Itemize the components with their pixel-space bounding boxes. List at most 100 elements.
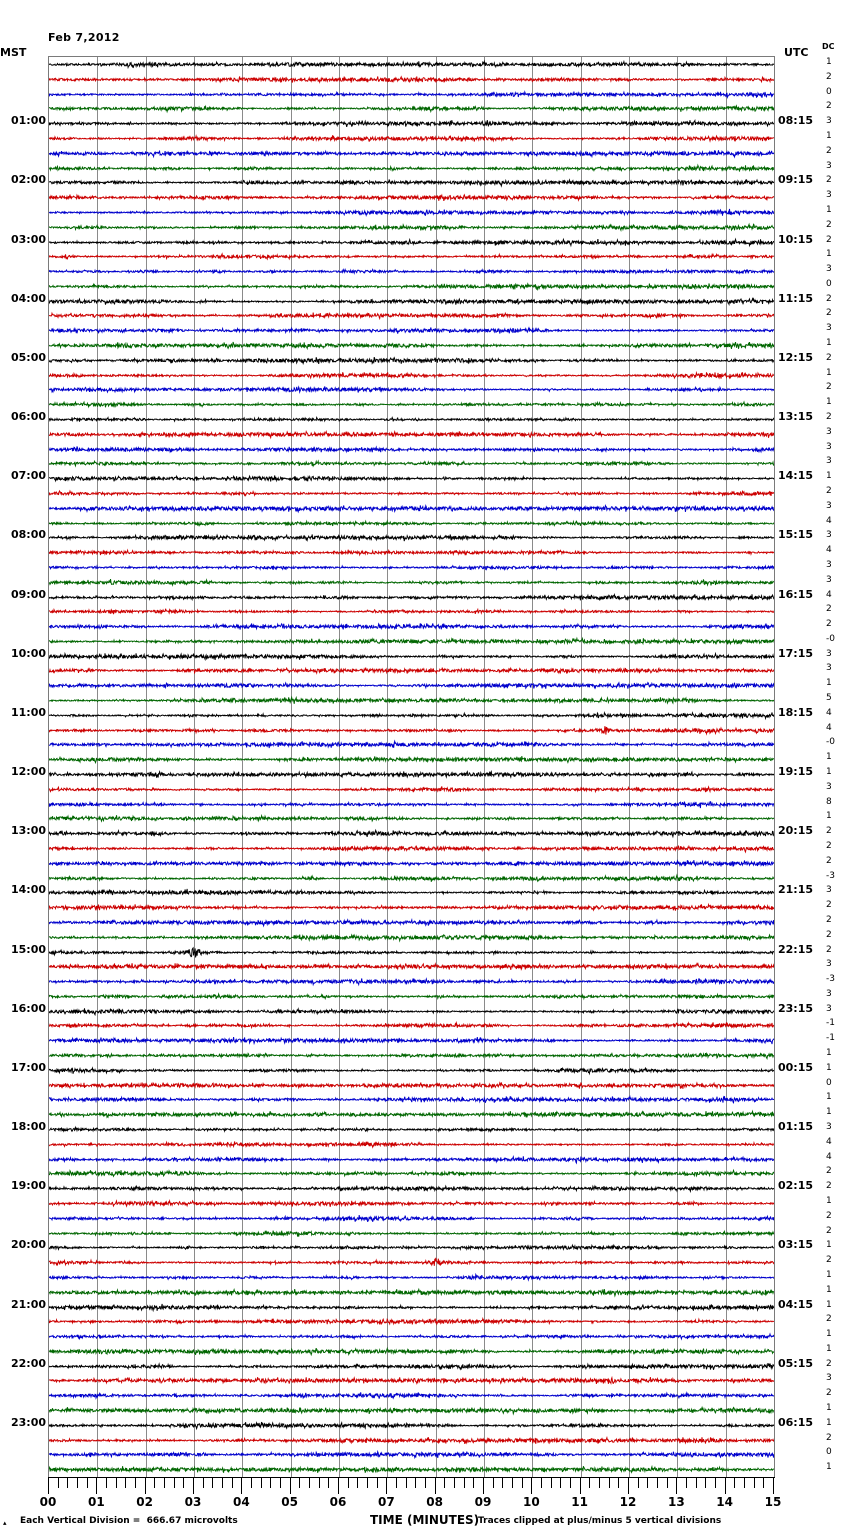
trace-row [49, 370, 774, 380]
trace-row [49, 149, 774, 159]
x-axis-minor-tick [231, 1478, 233, 1488]
dc-value: 2 [826, 1181, 832, 1192]
trace-row [49, 1391, 774, 1401]
x-axis-major-tick [338, 1478, 339, 1494]
trace-row [49, 1198, 774, 1208]
x-axis-minor-tick [328, 1478, 330, 1488]
trace-row [49, 208, 774, 217]
x-axis-minor-tick [106, 1478, 107, 1488]
x-axis-minor-tick [473, 1478, 475, 1488]
x-axis-minor-tick [173, 1478, 175, 1488]
trace-row [49, 1169, 774, 1179]
trace-row [49, 356, 774, 365]
x-axis-minor-tick [309, 1478, 310, 1488]
dc-value: 1 [826, 1048, 832, 1059]
trace-row [49, 104, 774, 114]
trace-row [49, 1021, 774, 1030]
mst-time-label: 10:00 [10, 646, 46, 660]
dc-value: -1 [826, 1018, 835, 1029]
axis-label-dc: DC [822, 42, 835, 51]
dc-value: 3 [826, 264, 832, 275]
dc-value: 4 [826, 1136, 832, 1147]
axis-label-mst: MST [0, 46, 27, 59]
grid-line-minute-11 [580, 57, 582, 1477]
dc-value: 1 [826, 397, 832, 408]
trace-row [49, 1420, 774, 1431]
trace-row [49, 75, 774, 84]
x-axis-baseline [48, 1477, 775, 1478]
x-axis-minor-tick [115, 1478, 117, 1488]
dc-value: 1 [826, 1343, 832, 1354]
trace-row [49, 1272, 774, 1282]
x-axis-minor-tick [550, 1478, 552, 1488]
x-axis-major-tick [483, 1478, 484, 1494]
utc-time-label: 11:15 [778, 291, 814, 305]
trace-row [49, 1465, 774, 1474]
x-axis-minor-tick [270, 1478, 272, 1488]
dc-value: 3 [826, 323, 832, 334]
dc-value: 2 [826, 826, 832, 837]
x-axis-minor-tick [202, 1478, 204, 1488]
mst-time-label: 11:00 [10, 705, 46, 719]
dc-value: 1 [826, 1299, 832, 1310]
trace-row [49, 163, 774, 172]
x-axis-major-tick [193, 1478, 194, 1494]
x-axis-minor-tick [570, 1478, 571, 1488]
x-axis-minor-tick [521, 1478, 523, 1488]
utc-time-label: 05:15 [778, 1356, 814, 1370]
dc-value: 2 [826, 71, 832, 82]
trace-row [49, 89, 774, 99]
dc-value: 3 [826, 885, 832, 896]
footer-scale-note: Each Vertical Division = 666.67 microvol… [20, 1516, 238, 1526]
utc-time-label: 06:15 [778, 1415, 814, 1429]
trace-row [49, 1036, 774, 1046]
mst-time-label: 19:00 [10, 1179, 46, 1193]
grid-line-minute-10 [532, 57, 534, 1477]
x-axis-minor-tick [212, 1478, 214, 1488]
trace-row [49, 902, 774, 912]
trace-row [49, 1435, 774, 1445]
trace-row [49, 577, 774, 587]
dc-value: 2 [826, 382, 832, 393]
utc-time-label: 00:15 [778, 1060, 814, 1074]
dc-value: -3 [826, 870, 835, 881]
dc-value: 3 [826, 441, 832, 452]
x-axis-tick-label: 10 [522, 1495, 540, 1509]
trace-row [49, 872, 774, 882]
trace-row [49, 503, 774, 514]
x-axis-major-tick [386, 1478, 388, 1494]
utc-time-label: 19:15 [778, 765, 814, 778]
dc-value: 2 [826, 929, 832, 940]
dc-value: 0 [826, 86, 832, 97]
x-axis-major-tick [628, 1478, 629, 1494]
x-axis-tick-label: 07 [377, 1495, 395, 1509]
x-axis-minor-tick [280, 1478, 281, 1488]
dc-value: 2 [826, 1388, 832, 1399]
dc-value: 1 [826, 1284, 832, 1295]
dc-value: 1 [826, 1062, 832, 1073]
utc-time-label: 08:15 [778, 114, 814, 128]
mst-time-label: 17:00 [10, 1060, 46, 1074]
mst-time-label: 15:00 [10, 942, 46, 956]
trace-row [49, 400, 774, 409]
dc-value: 2 [826, 293, 832, 304]
utc-time-label: 13:15 [778, 410, 814, 423]
seismogram-plot[interactable] [48, 56, 775, 1478]
utc-time-label: 20:15 [778, 824, 814, 838]
dc-value: 3 [826, 456, 832, 467]
trace-row [49, 193, 774, 202]
trace-row [49, 429, 774, 440]
trace-row [49, 548, 774, 557]
x-axis-tick-label: 06 [329, 1495, 347, 1509]
trace-row [49, 1332, 774, 1341]
trace-row [49, 1243, 774, 1252]
utc-time-label: 09:15 [778, 173, 814, 187]
trace-row [49, 533, 774, 543]
trace-row [49, 607, 774, 616]
x-axis-minor-tick [425, 1478, 426, 1488]
dc-value: 5 [826, 693, 832, 704]
trace-row [49, 489, 774, 498]
trace-row [49, 992, 774, 1001]
footer-mark-icon: ▴ [3, 1519, 7, 1527]
trace-row [49, 695, 774, 705]
